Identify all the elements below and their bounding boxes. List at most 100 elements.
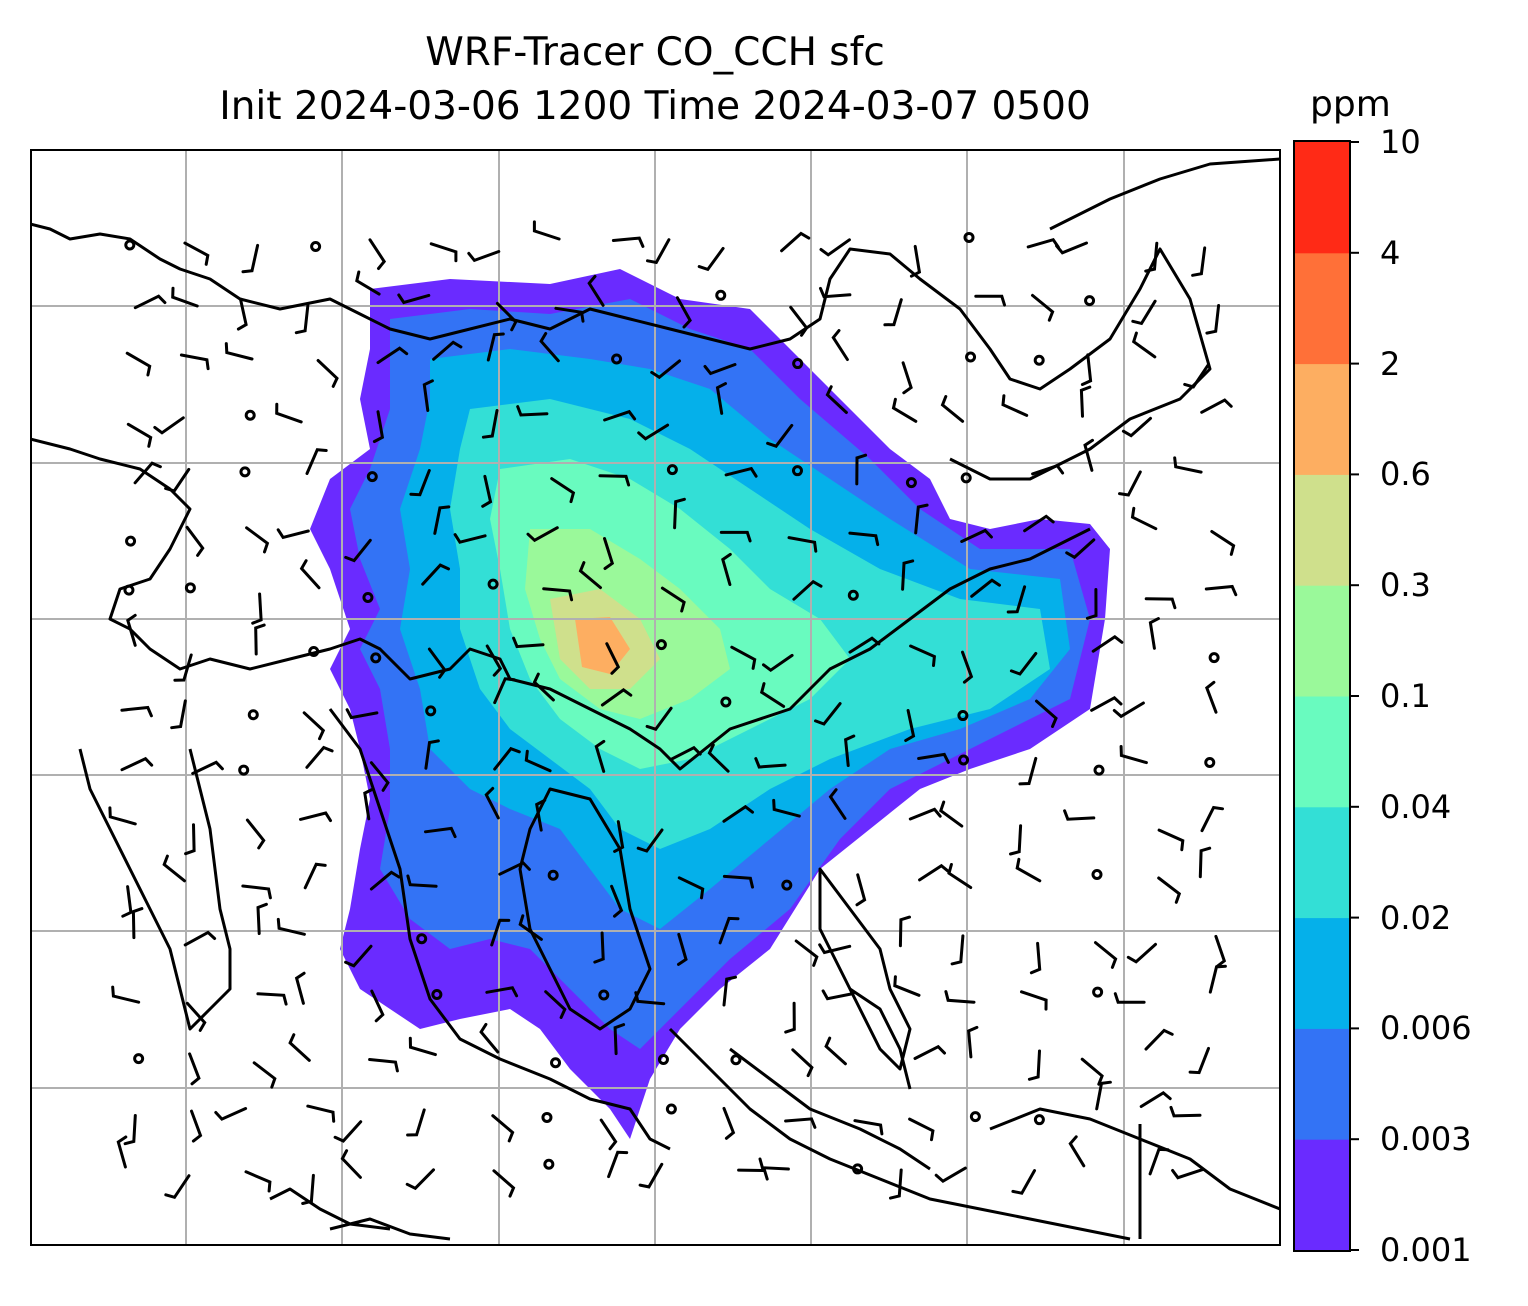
wind-barb [759,682,786,708]
wind-barb [600,688,633,707]
wind-barb [703,363,737,376]
wind-barb [650,359,681,380]
wind-barb [171,286,199,308]
colorbar-tick-label: 0.1 [1380,677,1431,715]
wind-barb [889,1168,903,1200]
wind-barb [898,915,911,948]
wind-barb [429,242,458,263]
wind-barb [613,1023,626,1056]
wind-barb [784,1001,796,1034]
wind-barb [406,1108,426,1137]
calm-wind-marker [125,535,137,547]
wind-barb [490,918,511,947]
calm-wind-marker [425,705,437,717]
wind-barb [855,873,867,907]
wind-barb [484,786,500,820]
wind-barb [345,708,379,720]
wind-barb [918,863,950,882]
wind-barb [853,1119,884,1136]
wind-barb [821,989,855,1001]
wind-barb [1148,617,1160,650]
wind-barb [170,699,187,730]
map-frame [30,149,1281,1246]
calm-wind-marker [598,989,610,1001]
wind-barb [123,1114,137,1146]
wind-barb [818,943,852,955]
wind-barb [831,329,849,361]
colorbar-tick-label: 0.001 [1380,1231,1472,1269]
colorbar-swatch [1295,585,1349,697]
wind-barb [344,538,372,563]
wind-barb [554,306,585,323]
wind-barb [1157,876,1182,904]
wind-barb [427,647,447,679]
colorbar-swatch [1295,252,1349,365]
wind-barb [1148,1147,1170,1176]
wind-barb [605,642,621,675]
calm-wind-marker [416,933,428,945]
wind-barb [637,423,670,441]
wind-barb [758,1157,790,1171]
wind-barb [1083,438,1094,472]
wind-barb [125,351,152,377]
wind-barb [909,244,922,278]
wind-barb [1200,805,1224,833]
calm-wind-marker [362,591,374,603]
plot-title-line-2: Init 2024-03-06 1200 Time 2024-03-07 050… [219,84,1091,129]
wind-barb [492,1169,516,1198]
wind-barb [185,525,205,557]
wind-barb [724,466,758,478]
calm-wind-marker [781,879,793,891]
wind-barb [950,934,965,966]
wind-barb [593,931,605,964]
wind-barbs [108,220,1238,1205]
wind-barb [486,332,505,362]
wind-barb [607,1150,629,1179]
wind-barb [121,885,133,918]
wind-barb [697,246,725,272]
calm-wind-marker [1033,354,1045,366]
wind-barb [424,826,457,839]
wind-barb [544,990,567,1019]
wind-barb [754,757,787,769]
wind-barb [1029,941,1042,975]
wind-barb [814,702,842,726]
wind-barb [603,537,615,570]
wind-barb [495,301,518,332]
wind-barb [891,397,918,423]
wind-barb [368,238,387,270]
wind-barb [1173,456,1203,474]
wind-barb [241,243,260,274]
wind-barb [1020,990,1048,1011]
wind-barb [372,410,385,443]
wind-barb [183,930,217,947]
calm-wind-marker [1033,1114,1045,1126]
calm-wind-marker [1208,652,1220,664]
wind-barb [909,644,937,667]
wind-barb [1027,1049,1041,1081]
wind-barb [306,1104,336,1123]
wind-barb [824,1036,847,1066]
wind-barb [303,862,327,890]
wind-barb [256,902,268,935]
calm-wind-marker [550,1057,562,1069]
calm-wind-marker [957,710,969,722]
calm-wind-marker [366,471,378,483]
wind-barb [645,706,673,731]
calm-wind-marker [1084,295,1096,307]
wind-barb [1090,695,1123,712]
wind-barb [1080,1057,1104,1086]
calm-wind-marker [1092,986,1104,998]
wind-barb [432,340,463,361]
wind-barb [636,828,664,853]
wind-barb [1169,1105,1202,1118]
wind-barb [913,1044,946,1060]
wind-barb [111,985,141,1004]
calm-wind-marker [1204,756,1216,768]
calm-wind-marker [123,584,135,596]
wind-barb [302,711,326,741]
wind-barb [737,1168,769,1181]
wind-barb [256,992,288,1006]
wind-barb [120,705,153,718]
wind-barb [1157,828,1185,852]
